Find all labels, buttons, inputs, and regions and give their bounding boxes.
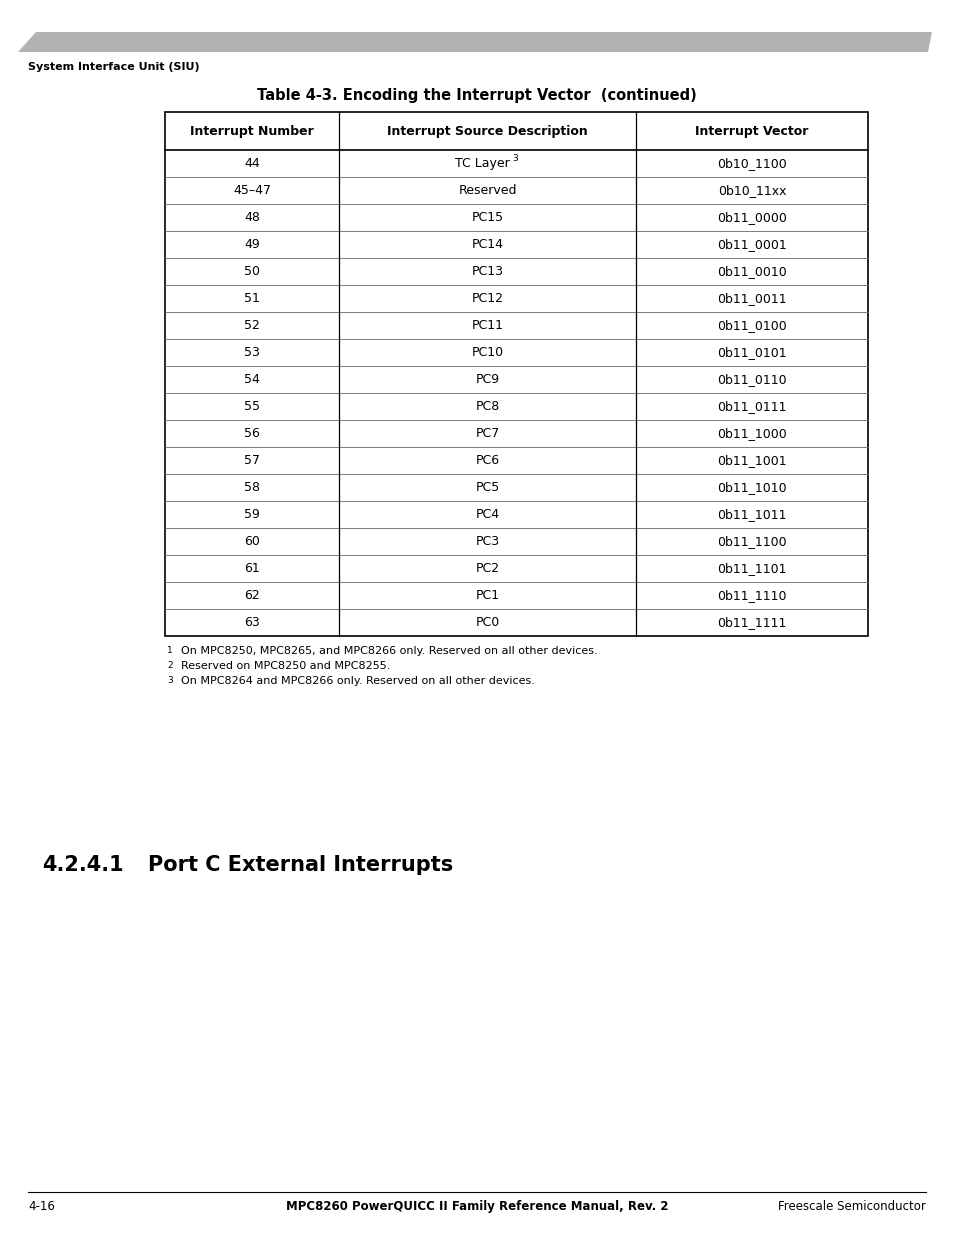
Text: 0b11_0101: 0b11_0101 (717, 346, 786, 359)
Text: 0b11_0011: 0b11_0011 (717, 291, 786, 305)
Text: 0b11_0001: 0b11_0001 (717, 238, 786, 251)
Text: 0b11_1011: 0b11_1011 (717, 508, 786, 521)
Text: 58: 58 (244, 480, 260, 494)
Text: 0b11_1100: 0b11_1100 (717, 535, 786, 548)
Text: 1: 1 (167, 646, 172, 655)
Text: Reserved: Reserved (458, 184, 517, 198)
Text: 0b11_0000: 0b11_0000 (717, 211, 786, 224)
Text: 3: 3 (511, 154, 517, 163)
Text: 0b10_1100: 0b10_1100 (717, 157, 786, 170)
Text: 48: 48 (244, 211, 260, 224)
Text: 2: 2 (167, 661, 172, 671)
Text: 3: 3 (167, 676, 172, 685)
Text: 60: 60 (244, 535, 260, 548)
Text: 4.2.4.1: 4.2.4.1 (42, 855, 124, 876)
Text: PC5: PC5 (475, 480, 499, 494)
Text: 0b11_1001: 0b11_1001 (717, 454, 786, 467)
Text: 0b11_1101: 0b11_1101 (717, 562, 786, 576)
Text: 62: 62 (244, 589, 260, 601)
Text: PC9: PC9 (476, 373, 499, 387)
Text: 44: 44 (244, 157, 260, 170)
Text: 63: 63 (244, 616, 260, 629)
Text: PC14: PC14 (471, 238, 503, 251)
Text: 61: 61 (244, 562, 260, 576)
Text: PC2: PC2 (476, 562, 499, 576)
Text: 54: 54 (244, 373, 260, 387)
Text: PC6: PC6 (476, 454, 499, 467)
Text: Interrupt Source Description: Interrupt Source Description (387, 125, 587, 137)
Text: PC3: PC3 (476, 535, 499, 548)
Text: 4-16: 4-16 (28, 1200, 55, 1213)
Text: 0b11_1000: 0b11_1000 (717, 427, 786, 440)
Text: PC11: PC11 (471, 319, 503, 332)
Text: System Interface Unit (SIU): System Interface Unit (SIU) (28, 62, 199, 72)
Text: 0b11_1111: 0b11_1111 (717, 616, 786, 629)
Text: 56: 56 (244, 427, 260, 440)
Text: 52: 52 (244, 319, 260, 332)
Text: PC1: PC1 (476, 589, 499, 601)
Polygon shape (18, 32, 931, 52)
Text: 0b11_1110: 0b11_1110 (717, 589, 786, 601)
Text: 45–47: 45–47 (233, 184, 271, 198)
Text: On MPC8264 and MPC8266 only. Reserved on all other devices.: On MPC8264 and MPC8266 only. Reserved on… (181, 676, 535, 685)
Text: 49: 49 (244, 238, 260, 251)
Text: 59: 59 (244, 508, 260, 521)
Text: 0b11_1010: 0b11_1010 (717, 480, 786, 494)
Text: 0b11_0110: 0b11_0110 (717, 373, 786, 387)
Text: 57: 57 (244, 454, 260, 467)
Text: Port C External Interrupts: Port C External Interrupts (148, 855, 453, 876)
Text: TC Layer: TC Layer (455, 157, 510, 170)
Bar (165, 112, 867, 636)
Text: Interrupt Vector: Interrupt Vector (695, 125, 808, 137)
Text: 55: 55 (244, 400, 260, 412)
Text: 0b10_11xx: 0b10_11xx (717, 184, 785, 198)
Text: 50: 50 (244, 266, 260, 278)
Text: 0b11_0010: 0b11_0010 (717, 266, 786, 278)
Text: Reserved on MPC8250 and MPC8255.: Reserved on MPC8250 and MPC8255. (181, 661, 390, 671)
Text: PC12: PC12 (471, 291, 503, 305)
Text: PC13: PC13 (471, 266, 503, 278)
Text: On MPC8250, MPC8265, and MPC8266 only. Reserved on all other devices.: On MPC8250, MPC8265, and MPC8266 only. R… (181, 646, 597, 656)
Text: PC4: PC4 (476, 508, 499, 521)
Text: PC15: PC15 (471, 211, 503, 224)
Text: 53: 53 (244, 346, 260, 359)
Text: PC0: PC0 (475, 616, 499, 629)
Text: Freescale Semiconductor: Freescale Semiconductor (778, 1200, 925, 1213)
Text: PC7: PC7 (475, 427, 499, 440)
Text: MPC8260 PowerQUICC II Family Reference Manual, Rev. 2: MPC8260 PowerQUICC II Family Reference M… (286, 1200, 667, 1213)
Text: Table 4-3. Encoding the Interrupt Vector  (continued): Table 4-3. Encoding the Interrupt Vector… (257, 88, 696, 103)
Text: 0b11_0100: 0b11_0100 (717, 319, 786, 332)
Text: 0b11_0111: 0b11_0111 (717, 400, 786, 412)
Text: PC8: PC8 (475, 400, 499, 412)
Text: 51: 51 (244, 291, 260, 305)
Text: Interrupt Number: Interrupt Number (190, 125, 314, 137)
Text: PC10: PC10 (471, 346, 503, 359)
